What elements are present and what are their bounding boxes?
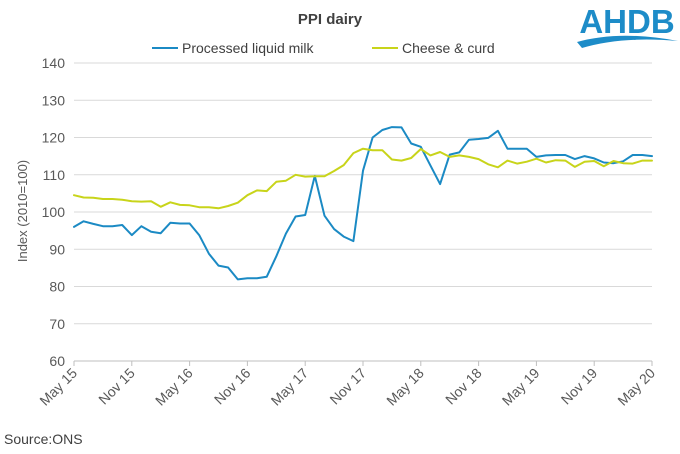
y-tick-label: 110 <box>43 167 66 183</box>
y-tick-label: 90 <box>49 241 65 257</box>
series-line-cheese-curd <box>73 147 653 210</box>
chart-title: PPI dairy <box>298 11 363 28</box>
y-axis-label: Index (2010=100) <box>15 160 30 262</box>
legend: Processed liquid milk Cheese & curd <box>152 40 495 56</box>
logo-swoosh <box>577 35 678 48</box>
logo-text: AHDB <box>579 3 674 40</box>
legend-label-processed-liquid-milk: Processed liquid milk <box>182 40 314 56</box>
grid <box>74 62 652 325</box>
y-tick-label: 70 <box>49 316 65 332</box>
y-tick-label: 140 <box>42 55 66 71</box>
x-tick-label: Nov 19 <box>558 365 601 408</box>
logo: AHDB <box>577 3 678 48</box>
y-tick-label: 130 <box>42 92 66 108</box>
x-tick-label: May 15 <box>36 365 80 409</box>
y-tick-label: 120 <box>42 130 66 146</box>
x-tick-label: May 20 <box>614 365 658 409</box>
y-tick-label: 60 <box>49 353 65 369</box>
x-tick-label: May 16 <box>152 365 196 409</box>
y-tick-label: 100 <box>42 204 66 220</box>
x-tick-label: Nov 15 <box>95 365 138 408</box>
x-tick-label: May 17 <box>268 365 312 409</box>
source-note: Source:ONS <box>4 431 83 447</box>
x-tick-label: May 19 <box>499 365 543 409</box>
series-line-processed-liquid-milk <box>73 126 653 281</box>
x-tick-label: Nov 18 <box>442 365 485 408</box>
x-tick-label: Nov 17 <box>326 365 369 408</box>
y-axis-ticks: 60 70 80 90 100 110 120 130 140 <box>42 55 66 369</box>
y-tick-label: 80 <box>49 279 65 295</box>
x-axis: May 15 Nov 15 May 16 Nov 16 May 17 Nov 17 May … <box>36 360 658 409</box>
x-tick-label: Nov 16 <box>211 365 254 408</box>
legend-label-cheese-curd: Cheese & curd <box>402 40 495 56</box>
plot-area <box>73 126 653 281</box>
x-tick-label: May 18 <box>383 365 427 409</box>
